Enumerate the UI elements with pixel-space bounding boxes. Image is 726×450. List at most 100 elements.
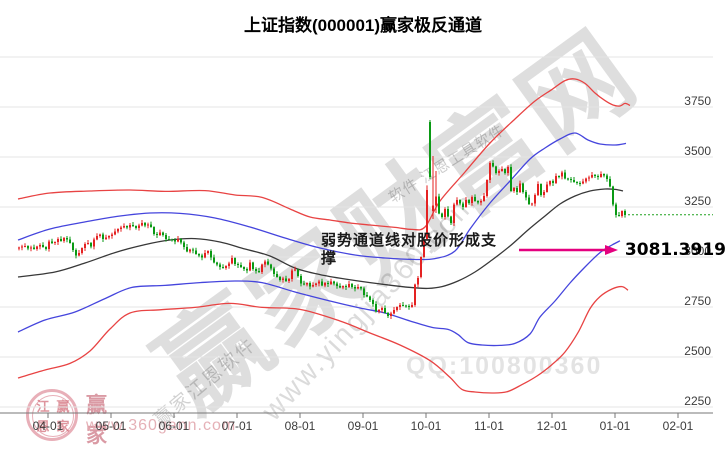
candle-body (426, 189, 429, 240)
candle-body (366, 294, 369, 297)
candle-body (246, 269, 249, 271)
candle-body (519, 183, 522, 193)
candle-body (75, 250, 78, 256)
x-axis-label: 05-01 (96, 419, 127, 433)
candle-body (285, 278, 288, 282)
candle-body (30, 247, 33, 249)
candle-body (237, 264, 240, 266)
candle-body (165, 234, 168, 239)
candle-body (273, 268, 276, 274)
candle-body (117, 229, 120, 232)
candle-body (108, 236, 111, 238)
candle-body (357, 287, 360, 289)
candle-body (111, 234, 114, 236)
candle-body (264, 261, 267, 265)
candle-body (291, 270, 294, 279)
candle-body (552, 181, 555, 184)
channel-line-lower-red (17, 285, 629, 394)
candle-body (183, 242, 186, 247)
candle-body (150, 224, 153, 227)
candle-body (390, 313, 393, 317)
candle-body (405, 305, 408, 307)
candle-body (318, 281, 321, 284)
candle-body (339, 286, 342, 288)
candle-body (48, 241, 51, 249)
candle-body (123, 226, 126, 228)
candle-body (447, 209, 450, 217)
candle-body (432, 205, 435, 211)
candle-body (567, 178, 570, 180)
candle-body (417, 277, 420, 285)
candle-body (408, 306, 411, 307)
candle-body (27, 246, 30, 249)
candle-body (603, 174, 606, 176)
candle-body (429, 122, 432, 177)
candle-body (219, 264, 222, 267)
candle-body (324, 282, 327, 286)
y-axis-label: 2500 (684, 344, 711, 358)
candle-body (480, 201, 483, 203)
candle-body (585, 178, 588, 182)
candle-body (516, 187, 519, 193)
candle-body (36, 246, 39, 249)
candle-body (399, 304, 402, 308)
candle-body (525, 191, 528, 198)
candle-body (600, 174, 603, 177)
candle-body (24, 246, 27, 247)
candle-body (561, 172, 564, 177)
candle-body (18, 247, 21, 249)
candle-body (423, 239, 426, 257)
candle-body (609, 179, 612, 187)
x-axis-label: 01-01 (600, 419, 631, 433)
candle-body (195, 250, 198, 254)
candle-body (531, 203, 534, 205)
candle-body (522, 183, 525, 192)
x-axis-label: 11-01 (474, 419, 504, 433)
candle-body (396, 307, 399, 310)
candle-body (351, 283, 354, 287)
candle-body (276, 274, 279, 277)
candle-body (243, 267, 246, 270)
candle-body (513, 187, 516, 191)
candle-body (162, 232, 165, 235)
candle-body (420, 257, 423, 277)
support-annotation-text: 弱势通道线对股价形成支撑 (321, 232, 498, 267)
candle-body (435, 196, 438, 206)
candle-body (441, 213, 444, 217)
candle-body (378, 309, 381, 312)
candle-body (327, 282, 330, 285)
candle-body (591, 174, 594, 178)
candle-body (231, 258, 234, 264)
candle-body (120, 227, 123, 229)
candle-body (252, 262, 255, 269)
candle-body (474, 197, 477, 201)
candle-body (387, 312, 390, 317)
candle-body (348, 283, 351, 288)
candle-body (624, 211, 627, 215)
x-axis-label: 06-01 (159, 419, 190, 433)
candle-body (588, 177, 591, 179)
candle-body (153, 227, 156, 234)
candle-body (369, 296, 372, 301)
candle-body (597, 176, 600, 178)
candle-body (546, 184, 549, 192)
candle-body (189, 249, 192, 252)
candle-body (186, 246, 189, 252)
candle-body (612, 186, 615, 205)
candle-body (213, 257, 216, 263)
channel-line-mid-black (17, 188, 624, 290)
candle-body (228, 263, 231, 266)
candle-body (549, 181, 552, 185)
candle-body (363, 288, 366, 295)
candle-body (174, 239, 177, 242)
chart-title: 上证指数(000001)赢家极反通道 (243, 16, 483, 35)
x-axis-label: 10-01 (411, 419, 442, 433)
candle-body (402, 304, 405, 306)
x-axis-label: 12-01 (537, 419, 568, 433)
candle-body (210, 251, 213, 258)
candle-body (360, 287, 363, 289)
candle-body (486, 180, 489, 196)
candle-body (66, 237, 69, 240)
candle-body (69, 239, 72, 243)
